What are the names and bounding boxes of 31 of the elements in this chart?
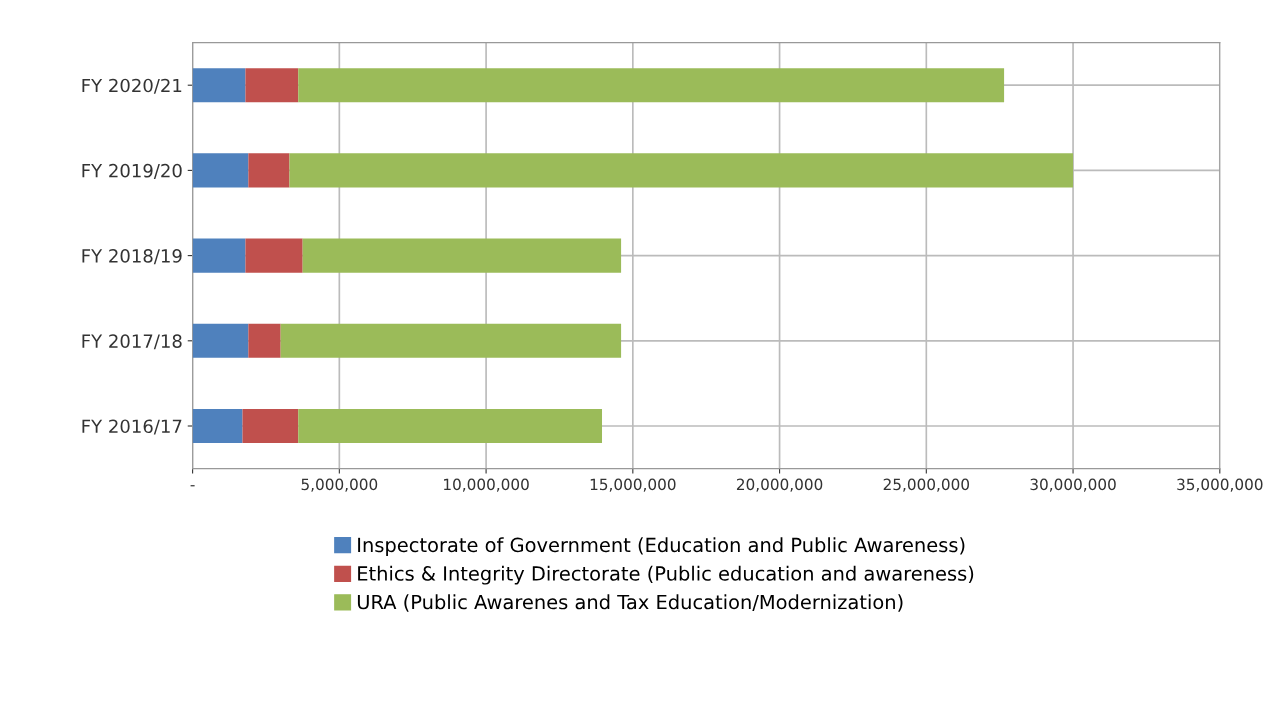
bar bbox=[298, 68, 1005, 103]
bar bbox=[245, 238, 303, 273]
bar bbox=[192, 238, 246, 273]
y-tick-label: FY 2018/19 bbox=[82, 249, 182, 265]
x-tick-label: - bbox=[190, 485, 195, 487]
bar bbox=[248, 153, 290, 188]
y-tick-label: FY 2020/21 bbox=[82, 78, 182, 94]
x-tick-label: 35,000,000 bbox=[1177, 478, 1263, 492]
x-tick-label: 10,000,000 bbox=[444, 478, 529, 492]
bar bbox=[280, 323, 622, 358]
legend-label: Inspectorate of Government (Education and Public Awareness) bbox=[358, 537, 965, 557]
bar bbox=[192, 68, 246, 103]
bar bbox=[248, 323, 281, 358]
bar bbox=[298, 408, 603, 444]
bar bbox=[302, 238, 622, 273]
y-tick-label: FY 2017/18 bbox=[82, 334, 182, 350]
legend-label: URA (Public Awarenes and Tax Education/Modernization) bbox=[357, 594, 903, 612]
x-tick-label: 30,000,000 bbox=[1030, 478, 1116, 492]
bar bbox=[242, 408, 299, 444]
y-tick-label: FY 2016/17 bbox=[82, 419, 182, 435]
x-tick-label: 20,000,000 bbox=[736, 478, 823, 492]
legend-label: Ethics & Integrity Directorate (Public education and awareness) bbox=[358, 565, 974, 585]
bar bbox=[192, 323, 249, 358]
x-tick-label: 25,000,000 bbox=[883, 478, 970, 492]
bar bbox=[192, 408, 243, 444]
x-tick-label: 5,000,000 bbox=[301, 478, 378, 492]
bar bbox=[245, 68, 299, 103]
bar bbox=[289, 153, 1074, 188]
x-tick-label: 15,000,000 bbox=[590, 478, 676, 492]
bar bbox=[192, 153, 249, 188]
y-tick-label: FY 2019/20 bbox=[82, 163, 182, 179]
